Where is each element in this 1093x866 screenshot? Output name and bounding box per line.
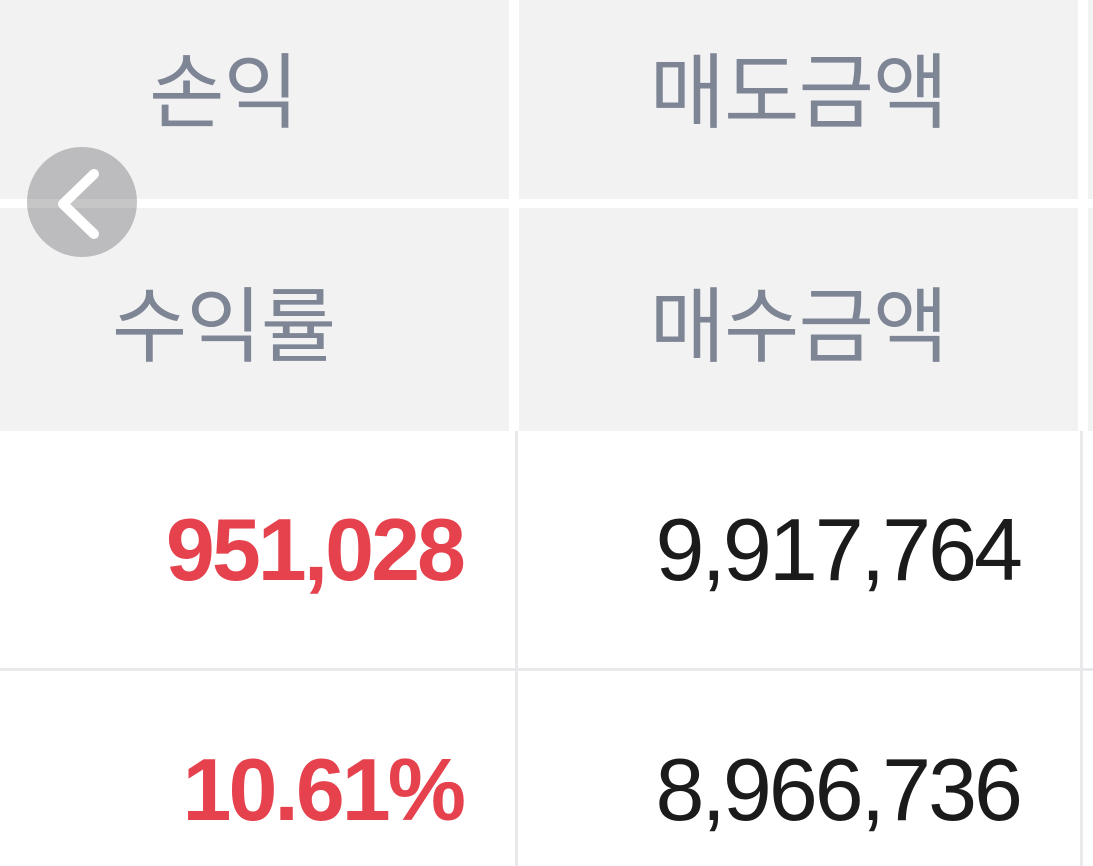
header-cell-profit-loss: 손익 xyxy=(0,0,509,199)
header-cell-next-column-sliver xyxy=(1088,208,1093,431)
cell-buy-amount-value: 8,966,736 xyxy=(519,671,1078,866)
header-cell-return-rate: 수익률 xyxy=(0,208,509,431)
cell-return-rate-value: 10.61% xyxy=(0,671,509,866)
chevron-left-icon xyxy=(58,169,99,239)
sell-amount-value: 9,917,764 xyxy=(655,500,1023,599)
buy-amount-value: 8,966,736 xyxy=(655,740,1023,839)
return-rate-value: 10.61% xyxy=(182,740,466,839)
header-cell-buy-amount: 매수금액 xyxy=(519,208,1078,431)
column-divider xyxy=(515,431,518,866)
header-cell-next-column-sliver xyxy=(1088,0,1093,199)
return-rate-header-label: 수익률 xyxy=(111,282,336,373)
row-divider xyxy=(0,668,1093,671)
profit-loss-value: 951,028 xyxy=(165,500,466,599)
cell-profit-loss-value: 951,028 xyxy=(0,431,509,669)
cell-sell-amount-value: 9,917,764 xyxy=(519,431,1078,669)
column-divider xyxy=(1080,431,1083,866)
scroll-left-button[interactable] xyxy=(27,147,137,257)
header-cell-sell-amount: 매도금액 xyxy=(519,0,1078,199)
sell-amount-header-label: 매도금액 xyxy=(649,48,949,139)
buy-amount-header-label: 매수금액 xyxy=(649,282,949,373)
profit-loss-header-label: 손익 xyxy=(149,48,299,139)
